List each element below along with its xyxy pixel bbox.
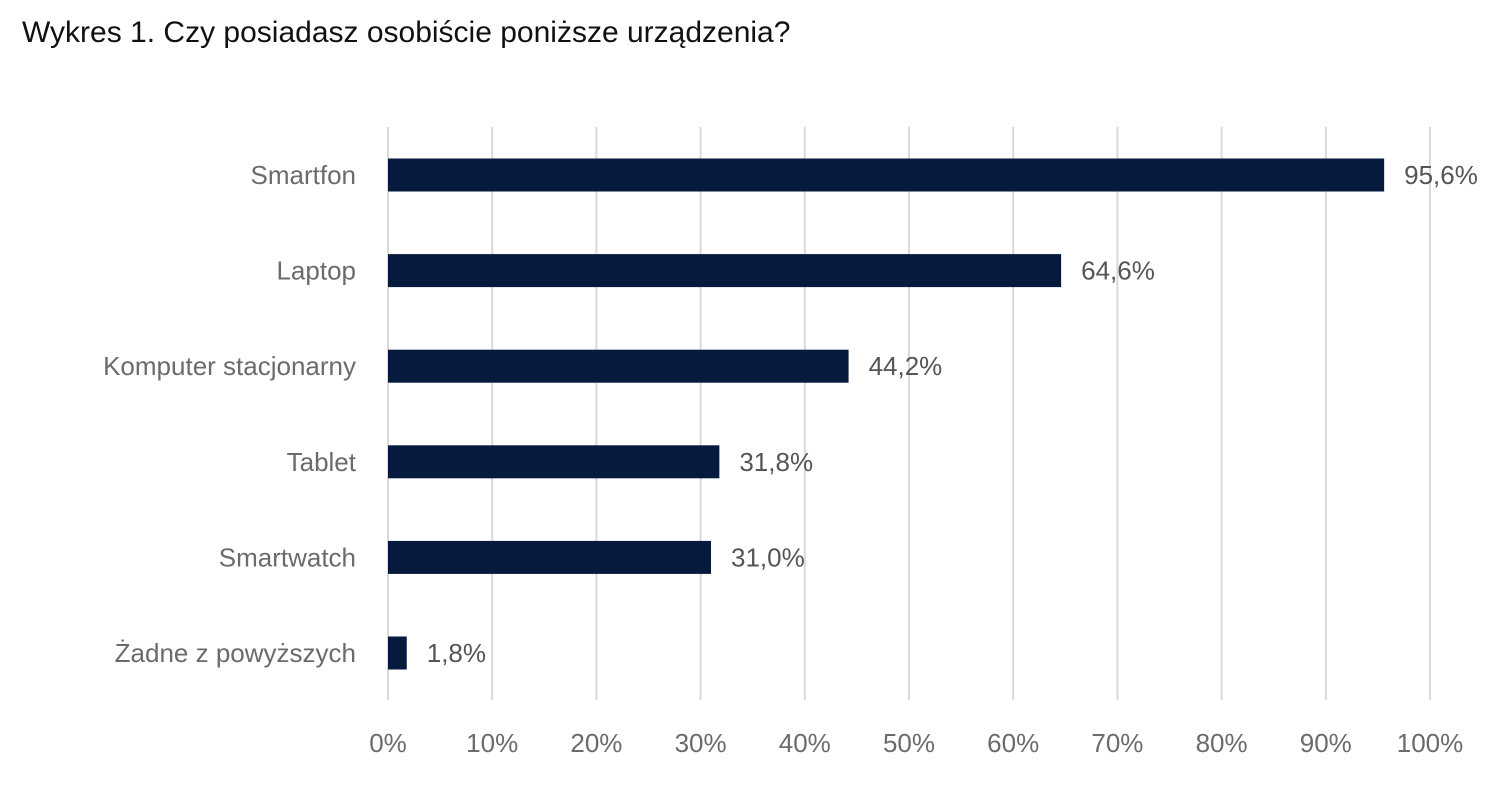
bar	[388, 158, 1385, 192]
x-tick-label: 40%	[779, 728, 831, 758]
x-tick-label: 70%	[1091, 728, 1143, 758]
x-tick-label: 80%	[1196, 728, 1248, 758]
x-tick-label: 0%	[369, 728, 407, 758]
x-tick-label: 10%	[466, 728, 518, 758]
category-label: Tablet	[287, 447, 357, 477]
bar	[388, 445, 720, 479]
bar	[388, 540, 712, 574]
data-label: 31,0%	[731, 542, 805, 572]
category-label: Smartfon	[251, 160, 357, 190]
x-tick-label: 20%	[570, 728, 622, 758]
data-label: 31,8%	[739, 447, 813, 477]
data-label: 1,8%	[427, 638, 486, 668]
chart-title: Wykres 1. Czy posiadasz osobiście poniżs…	[22, 16, 791, 49]
x-tick-label: 30%	[675, 728, 727, 758]
x-tick-label: 60%	[987, 728, 1039, 758]
bar	[388, 636, 407, 670]
category-label: Żadne z powyższych	[115, 638, 356, 668]
data-label: 64,6%	[1081, 256, 1155, 286]
x-tick-label: 50%	[883, 728, 935, 758]
category-label: Komputer stacjonarny	[103, 351, 356, 381]
x-tick-label: 90%	[1300, 728, 1352, 758]
bar	[388, 349, 849, 383]
data-label: 44,2%	[869, 351, 943, 381]
bar	[388, 254, 1062, 288]
data-label: 95,6%	[1404, 160, 1478, 190]
category-label: Laptop	[276, 256, 356, 286]
x-tick-label: 100%	[1397, 728, 1464, 758]
category-label: Smartwatch	[219, 542, 356, 572]
